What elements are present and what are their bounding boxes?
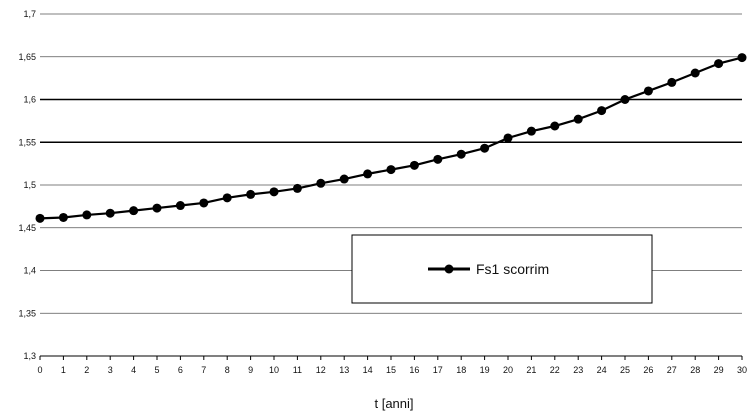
- data-point: [643, 86, 653, 96]
- data-point: [339, 174, 349, 184]
- data-point: [503, 133, 513, 143]
- data-point: [269, 187, 279, 197]
- x-tick-label: 19: [480, 365, 490, 375]
- x-tick-label: 20: [503, 365, 513, 375]
- data-point: [105, 208, 115, 218]
- y-tick-label: 1,3: [23, 351, 36, 361]
- y-tick-label: 1,55: [18, 137, 36, 147]
- x-tick-label: 11: [293, 365, 302, 375]
- data-point: [409, 160, 419, 170]
- x-tick-label: 28: [690, 365, 700, 375]
- x-tick-label: 18: [456, 365, 466, 375]
- y-tick-label: 1,4: [23, 266, 36, 276]
- data-point: [222, 193, 232, 203]
- data-point: [690, 68, 700, 78]
- data-point: [316, 178, 326, 188]
- y-tick-label: 1,65: [18, 52, 36, 62]
- x-tick-label: 10: [269, 365, 279, 375]
- x-tick-label: 5: [154, 365, 159, 375]
- x-tick-labels: 0 1 2 3 4 5 6 7 8 9 10 11 12 13 14 15 16 17 18 19 20 21 22 23 24…: [37, 365, 747, 375]
- legend-box: [351, 234, 653, 304]
- data-point: [620, 95, 630, 104]
- x-tick-label: 4: [131, 365, 136, 375]
- data-point: [292, 183, 302, 193]
- y-tick-label: 1,7: [23, 9, 36, 19]
- y-tick-label: 1,35: [18, 308, 36, 318]
- x-tick-label: 3: [108, 365, 113, 375]
- legend: Fs1 scorrim: [351, 234, 653, 304]
- x-tick-label: 26: [643, 365, 653, 375]
- x-tick-label: 30: [737, 365, 747, 375]
- x-tick-label: 27: [667, 365, 677, 375]
- x-tick-label: 29: [714, 365, 724, 375]
- data-point: [480, 143, 490, 153]
- x-tick-label: 8: [225, 365, 230, 375]
- data-point: [82, 210, 92, 220]
- data-point: [363, 169, 373, 179]
- x-tick-label: 21: [526, 365, 536, 375]
- data-point: [199, 198, 209, 208]
- x-tick-label: 7: [201, 365, 206, 375]
- x-tick-label: 1: [61, 365, 66, 375]
- x-tick-label: 15: [386, 365, 396, 375]
- x-tick-label: 2: [84, 365, 89, 375]
- x-tick-label: 25: [620, 365, 630, 375]
- data-point: [737, 53, 747, 63]
- data-point: [386, 165, 396, 175]
- y-tick-label: 1,45: [18, 223, 36, 233]
- legend-marker: [444, 264, 454, 274]
- x-tick-label: 0: [37, 365, 42, 375]
- data-point: [175, 201, 185, 211]
- x-tick-label: 23: [573, 365, 583, 375]
- series-fs1-scorrim: [35, 53, 747, 223]
- x-tick-label: 14: [363, 365, 373, 375]
- data-point: [129, 206, 139, 216]
- data-point: [667, 77, 677, 87]
- y-tick-label: 1,5: [23, 180, 36, 190]
- x-tick-label: 17: [433, 365, 443, 375]
- data-point: [433, 154, 443, 164]
- y-tick-label: 1,6: [23, 95, 36, 105]
- data-point: [526, 126, 536, 136]
- legend-label: Fs1 scorrim: [476, 261, 549, 277]
- x-tick-label: 12: [316, 365, 326, 375]
- data-point: [152, 203, 162, 213]
- data-point: [597, 106, 607, 116]
- x-tick-label: 24: [597, 365, 607, 375]
- x-axis-title: t [anni]: [374, 396, 413, 411]
- data-point: [246, 189, 256, 199]
- y-tick-labels: 1,3 1,35 1,4 1,45 1,5 1,55 1,6 1,65 1,7: [18, 9, 36, 361]
- x-tick-label: 13: [339, 365, 349, 375]
- data-point: [714, 59, 724, 69]
- axes: [39, 355, 743, 360]
- x-tick-label: 22: [550, 365, 560, 375]
- grid-lines: [40, 13, 742, 357]
- x-tick-label: 9: [248, 365, 253, 375]
- data-point: [35, 213, 45, 223]
- data-point: [58, 212, 68, 222]
- x-tick-label: 6: [178, 365, 183, 375]
- data-point: [456, 149, 466, 159]
- x-tick-label: 16: [409, 365, 419, 375]
- data-point: [573, 114, 583, 124]
- data-point: [550, 121, 560, 131]
- series-line: [39, 56, 743, 220]
